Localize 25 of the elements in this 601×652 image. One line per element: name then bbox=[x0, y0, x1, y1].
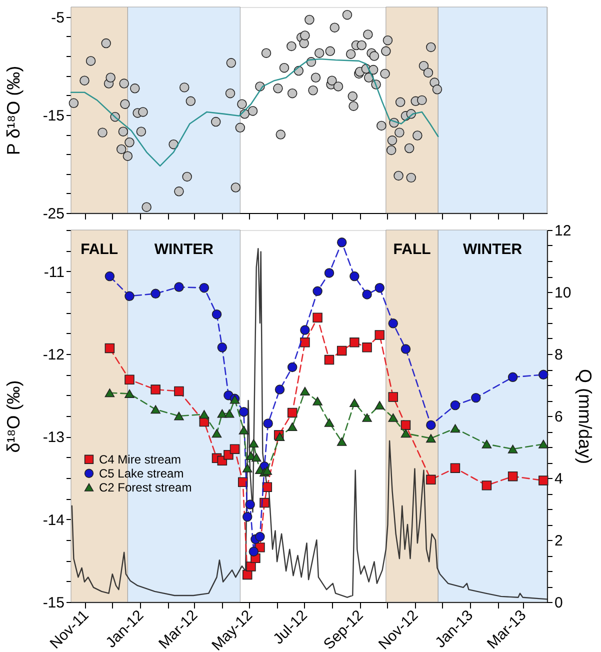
y-axis-title: δ¹⁸O (‰) bbox=[4, 380, 24, 453]
y2-tick-label: 2 bbox=[554, 532, 563, 550]
y2-tick-label: 6 bbox=[554, 408, 563, 426]
legend-label: C4 Mire stream bbox=[99, 452, 182, 466]
y-tick-label: -25 bbox=[42, 206, 64, 222]
y2-axis-title: Q (mm/day) bbox=[575, 368, 596, 464]
y-tick-label: -13 bbox=[42, 429, 64, 446]
y-tick-label: -15 bbox=[42, 594, 64, 612]
y-axis-title: P δ¹⁸O (‰) bbox=[4, 66, 24, 156]
legend-label: C5 Lake stream bbox=[99, 466, 184, 480]
band-label: FALL bbox=[80, 241, 118, 258]
y2-tick-label: 10 bbox=[554, 284, 572, 302]
y2-tick-label: 0 bbox=[554, 594, 563, 612]
y-tick-label: -12 bbox=[42, 346, 64, 364]
y-tick-label: -14 bbox=[42, 512, 64, 529]
y2-tick-label: 4 bbox=[554, 470, 563, 488]
band-label: WINTER bbox=[462, 241, 522, 258]
y-tick-label: -5 bbox=[51, 9, 64, 26]
legend-label: C2 Forest stream bbox=[99, 480, 192, 494]
band-label: WINTER bbox=[154, 241, 214, 258]
y2-tick-label: 8 bbox=[554, 346, 563, 364]
y-tick-label: -11 bbox=[44, 264, 64, 281]
y2-tick-label: 12 bbox=[554, 222, 572, 240]
band-label: FALL bbox=[393, 241, 431, 258]
y-tick-label: -15 bbox=[42, 107, 64, 124]
